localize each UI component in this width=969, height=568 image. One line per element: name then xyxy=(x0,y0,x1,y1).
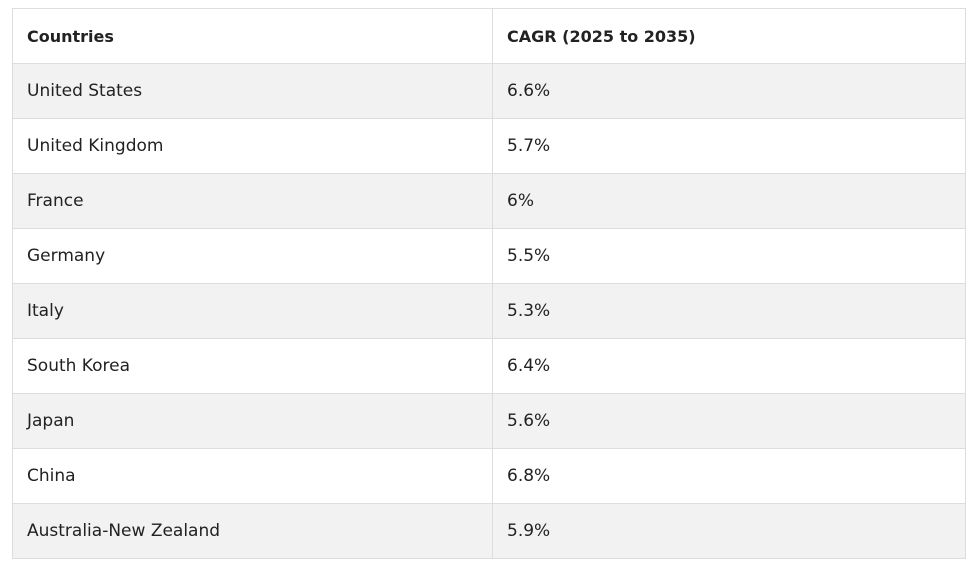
table-row: Italy 5.3% xyxy=(12,283,966,339)
cagr-cell: 5.5% xyxy=(492,228,966,284)
table-row: Australia-New Zealand 5.9% xyxy=(12,503,966,559)
cagr-cell: 5.3% xyxy=(492,283,966,339)
country-cell: South Korea xyxy=(12,338,493,394)
cagr-cell: 5.9% xyxy=(492,503,966,559)
country-cell: Australia-New Zealand xyxy=(12,503,493,559)
header-cagr: CAGR (2025 to 2035) xyxy=(492,8,966,64)
cagr-cell: 6.4% xyxy=(492,338,966,394)
country-cell: France xyxy=(12,173,493,229)
header-row: Countries CAGR (2025 to 2035) xyxy=(12,8,966,64)
country-cell: Germany xyxy=(12,228,493,284)
country-cell: Italy xyxy=(12,283,493,339)
country-cell: United Kingdom xyxy=(12,118,493,174)
cagr-cell: 5.6% xyxy=(492,393,966,449)
cagr-by-country-table: Countries CAGR (2025 to 2035) United Sta… xyxy=(12,8,966,559)
country-cell: China xyxy=(12,448,493,504)
table-row: Japan 5.6% xyxy=(12,393,966,449)
cagr-cell: 5.7% xyxy=(492,118,966,174)
header-countries: Countries xyxy=(12,8,493,64)
cagr-cell: 6% xyxy=(492,173,966,229)
table-row: China 6.8% xyxy=(12,448,966,504)
cagr-cell: 6.6% xyxy=(492,63,966,119)
table-row: United States 6.6% xyxy=(12,63,966,119)
cagr-cell: 6.8% xyxy=(492,448,966,504)
country-cell: Japan xyxy=(12,393,493,449)
table-header: Countries CAGR (2025 to 2035) xyxy=(12,8,966,64)
table-row: United Kingdom 5.7% xyxy=(12,118,966,174)
table-row: Germany 5.5% xyxy=(12,228,966,284)
cagr-table-container: Countries CAGR (2025 to 2035) United Sta… xyxy=(12,8,966,559)
table-row: France 6% xyxy=(12,173,966,229)
table-row: South Korea 6.4% xyxy=(12,338,966,394)
country-cell: United States xyxy=(12,63,493,119)
table-body: United States 6.6% United Kingdom 5.7% F… xyxy=(12,63,966,559)
